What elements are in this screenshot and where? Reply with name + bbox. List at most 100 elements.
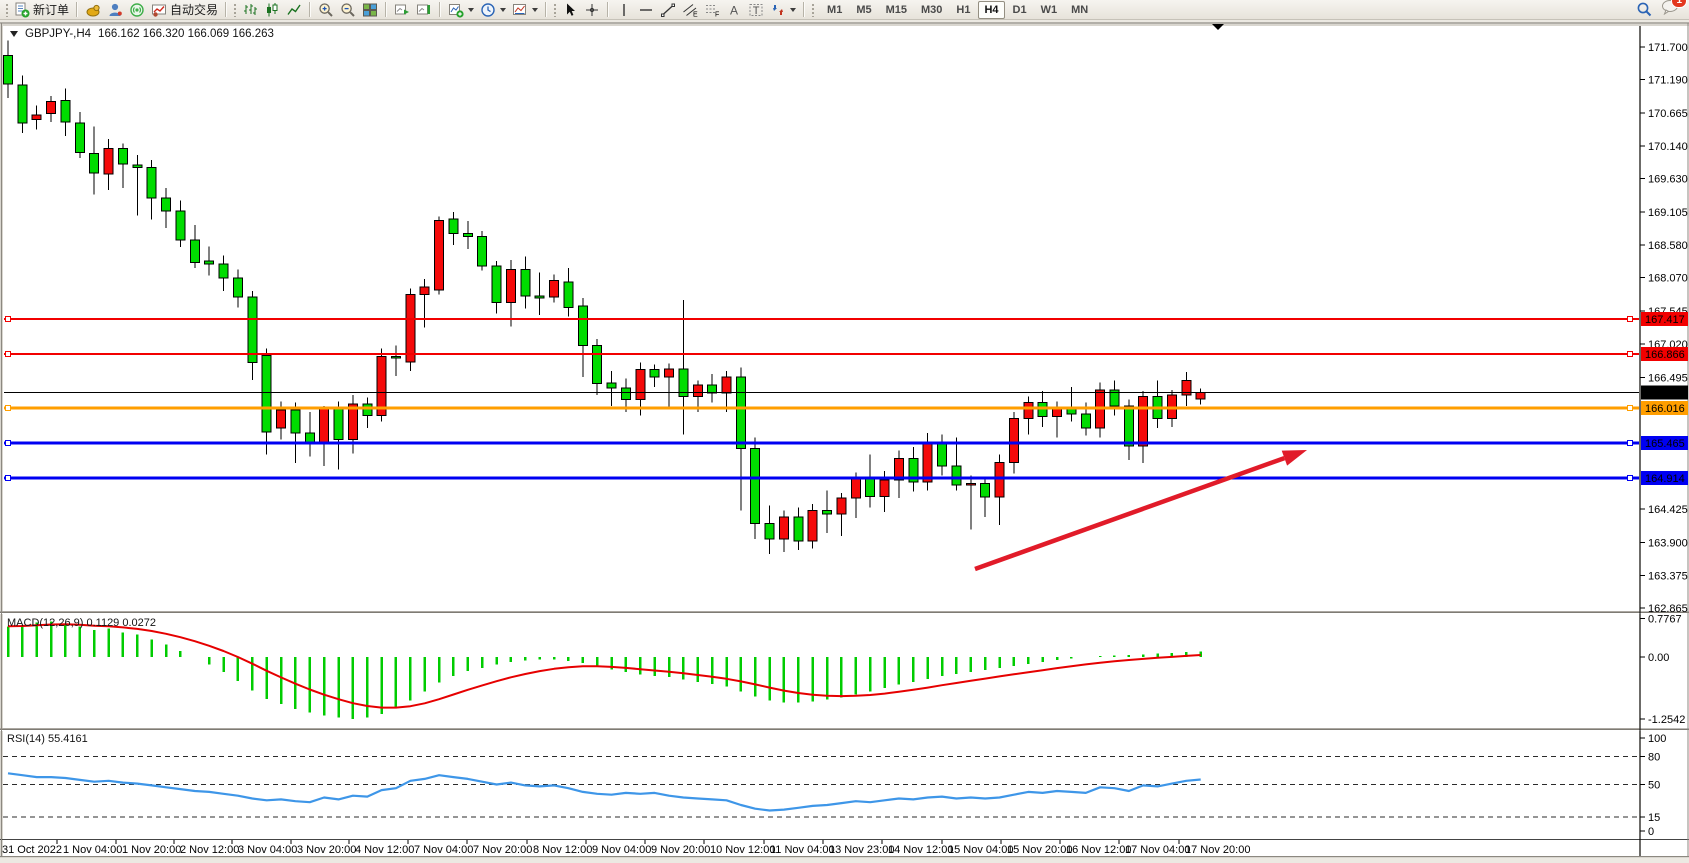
zoom-in-icon [319,2,333,17]
timeframe-button-mn[interactable]: MN [1071,3,1089,16]
line-handle[interactable] [5,474,11,481]
rsi-axis-tick-label: 50 [1648,780,1660,792]
line-handle[interactable] [1627,350,1633,357]
zoom-in-button[interactable] [315,1,337,19]
time-axis-label: 4 Nov 12:00 [355,844,414,856]
notifications-button[interactable]: 1 [1661,0,1687,20]
cursor-tool-button[interactable] [559,1,581,19]
zoom-out-button[interactable] [337,1,359,19]
cursor-icon [567,3,576,16]
timeframe-button-w1[interactable]: W1 [1040,3,1058,16]
signals-button[interactable] [126,1,148,19]
macd-label: MACD(12,26,9) 0.1129 0.0272 [7,617,156,629]
templates-button[interactable] [509,1,541,19]
candle-bullish [879,479,890,498]
rsi-axis-tick-label: 15 [1648,812,1660,824]
candle-bullish [46,101,57,115]
periods-button[interactable] [477,1,509,19]
crosshair-tool-button[interactable] [581,1,603,19]
line-chart-style-button[interactable] [283,1,305,19]
chevron-down-icon [532,7,539,12]
candle-bearish [117,148,128,165]
timeframe-button-m5[interactable]: M5 [856,3,872,16]
text-label-tool-button[interactable]: T [745,1,767,19]
price-badge [1641,312,1688,326]
time-axis-label: 3 Nov 20:00 [297,844,356,856]
line-handle[interactable] [5,439,11,446]
trend-arrow-head[interactable] [1281,450,1307,466]
line-handle[interactable] [5,316,11,322]
price-axis-tick-label: 170.665 [1648,108,1688,120]
line-handle[interactable] [1627,404,1633,411]
chevron-down-icon [468,7,475,12]
line-handle[interactable] [5,404,11,411]
candle-bearish [261,355,272,433]
time-axis-label: 17 Nov 04:00 [1125,844,1190,856]
price-badge [1641,400,1688,415]
toolbar-grip[interactable] [811,2,816,17]
trendline-tool-button[interactable] [657,1,679,19]
equidistant-channel-tool-button[interactable]: E [679,1,701,19]
price-badge [1641,385,1688,400]
line-handle[interactable] [1627,439,1633,446]
price-badge [1641,470,1688,485]
price-badge [1641,346,1688,361]
chart-shift-marker[interactable] [1212,24,1224,30]
auto-trading-label: 自动交易 [170,3,219,17]
toolbar-grip[interactable] [553,2,558,17]
timeframe-button-h4[interactable]: H4 [978,0,1005,19]
vertical-line-tool-button[interactable] [613,1,635,19]
toolbar-separator [225,2,228,17]
candle-bullish [276,409,287,429]
candle-bearish [189,239,200,263]
line-handle[interactable] [1627,316,1633,322]
candle-bearish [3,54,13,85]
candlestick-style-button[interactable] [261,1,283,19]
price-badge-label: 166.866 [1645,349,1685,361]
gold-button[interactable] [82,1,104,19]
text-tool-button[interactable]: A [723,1,745,19]
candle-bullish [721,376,732,394]
timeframe-button-m30[interactable]: M30 [921,3,943,16]
trend-arrow-shaft[interactable] [974,455,1286,572]
candle-bearish [951,465,962,486]
timeframe-button-m15[interactable]: M15 [885,3,907,16]
line-handle[interactable] [1627,474,1633,481]
candle-bearish [89,153,100,174]
fibonacci-tool-button[interactable]: F [701,1,723,19]
toolbar: 新订单 自动交易 [0,0,1689,20]
horizontal-line-tool-button[interactable] [635,1,657,19]
chart-shift-button[interactable] [413,1,435,19]
bar-chart-style-button[interactable] [239,1,261,19]
candle-bearish [462,233,473,237]
templates-icon [513,3,527,15]
candle-bearish [362,403,373,416]
candle-bearish [60,99,71,123]
candle-bearish [175,210,186,241]
auto-scroll-button[interactable] [391,1,413,19]
candle-bullish [419,286,430,296]
toolbar-grip[interactable] [233,2,238,17]
toolbar-grip[interactable] [5,2,9,17]
candle-bullish [1023,402,1034,420]
timeframe-button-d1[interactable]: D1 [1012,3,1027,16]
price-badge-label: 165.465 [1645,438,1685,450]
crosshair-icon [586,3,599,16]
new-order-button[interactable]: 新订单 [11,1,72,19]
price-axis-tick-label: 163.900 [1648,537,1688,549]
line-handle[interactable] [5,350,11,357]
symbol-dropdown-icon[interactable] [10,31,18,37]
price-axis-tick-label: 166.495 [1648,373,1688,385]
indicators-button[interactable] [445,1,477,19]
auto-trading-icon [152,4,167,17]
timeframe-button-m1[interactable]: M1 [827,3,843,16]
auto-trading-button[interactable]: 自动交易 [148,1,221,19]
price-axis-tick-label: 168.070 [1648,273,1688,285]
timeframe-button-h1[interactable]: H1 [956,3,971,16]
arrows-tool-button[interactable] [767,1,799,19]
tile-windows-button[interactable] [359,1,381,19]
search-icon[interactable] [1636,1,1653,18]
price-axis-tick-label: 162.865 [1648,603,1688,615]
community-button[interactable] [104,1,126,19]
